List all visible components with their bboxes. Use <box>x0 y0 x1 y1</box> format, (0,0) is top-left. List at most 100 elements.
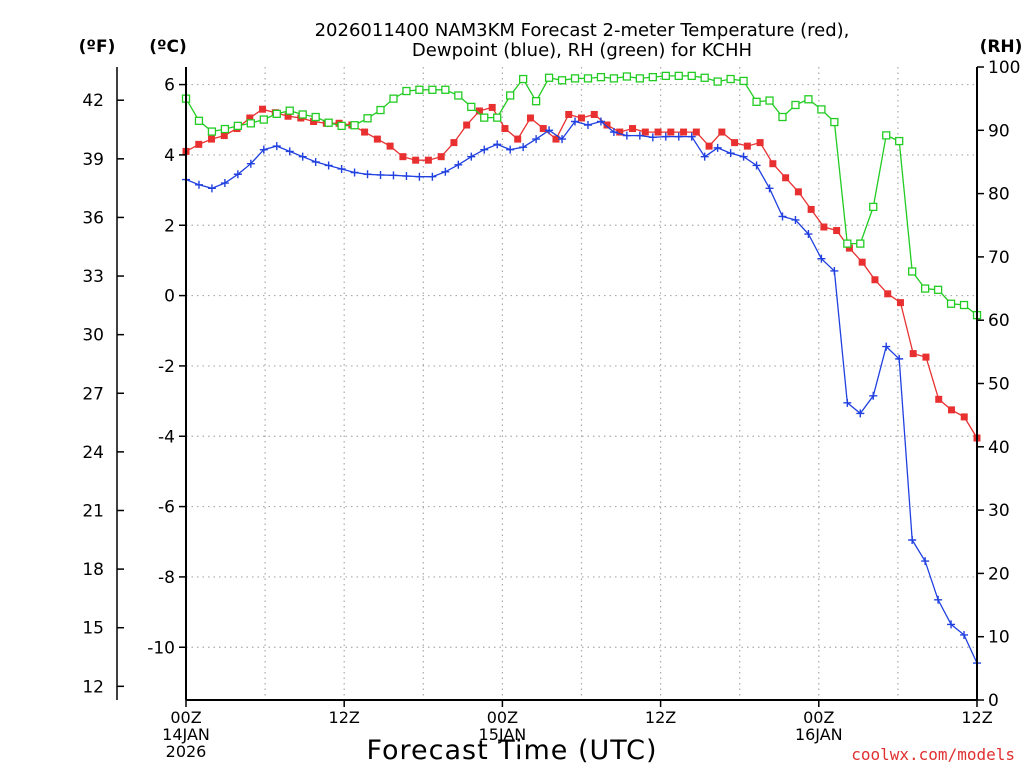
fahrenheit-tick-label: 12 <box>82 677 104 697</box>
celsius-tick-label: -8 <box>158 568 175 588</box>
dewpoint-point <box>233 170 242 179</box>
rh-point <box>700 73 709 82</box>
temperature-point <box>246 114 254 122</box>
dewpoint-point <box>713 143 722 152</box>
x-tick-date-label: 16JAN <box>795 725 843 744</box>
rh-point <box>661 71 670 81</box>
temperature-point <box>361 128 369 136</box>
rh-point <box>506 91 515 100</box>
fahrenheit-tick-label: 33 <box>82 267 104 287</box>
fahrenheit-tick-label: 30 <box>82 326 104 346</box>
temperature-point <box>629 125 637 133</box>
temperature-point <box>922 353 930 361</box>
temperature-point <box>565 110 573 118</box>
rh-point <box>518 74 528 84</box>
temperature-point <box>488 103 496 111</box>
x-tick-year-label: 2026 <box>166 742 207 761</box>
rh-point <box>674 71 683 81</box>
rh-point <box>946 299 956 308</box>
fahrenheit-tick-label: 18 <box>82 560 104 580</box>
rh-tick-label: 60 <box>988 311 1010 331</box>
rh-point <box>648 72 657 82</box>
rh-point <box>246 119 255 128</box>
rh-tick-label: 10 <box>988 628 1010 648</box>
celsius-tick-label: 4 <box>164 146 175 166</box>
dewpoint-point <box>700 152 709 161</box>
rh-point <box>441 85 450 94</box>
dewpoint-point <box>480 145 489 154</box>
fahrenheit-tick-label: 42 <box>82 91 104 111</box>
temperature-point <box>794 188 802 196</box>
celsius-tick-label: -6 <box>158 498 175 518</box>
axes: 42393633302724211815126420-2-4-6-8-10100… <box>82 58 1020 761</box>
rh-point <box>480 113 489 122</box>
rh-point <box>920 284 930 293</box>
rh-point <box>752 97 761 106</box>
temperature-point <box>412 156 420 164</box>
dewpoint-point <box>635 131 644 140</box>
temperature-point <box>514 135 522 143</box>
temperature-point <box>399 153 407 161</box>
dewpoint-point <box>882 342 891 351</box>
dewpoint-point <box>583 121 592 130</box>
dewpoint-point <box>791 215 800 224</box>
dewpoint-point <box>726 149 735 158</box>
x-tick-label: 12Z <box>329 708 360 727</box>
rh-point <box>557 76 567 85</box>
rh-point <box>765 96 774 105</box>
dewpoint-point <box>337 164 346 173</box>
temperature-point <box>858 258 866 266</box>
rh-point <box>454 91 463 100</box>
rh-point <box>622 72 632 81</box>
rh-tick-label: 50 <box>988 375 1010 395</box>
temperature-point <box>463 121 471 129</box>
celsius-tick-label: -10 <box>147 638 175 658</box>
dewpoint-point <box>609 128 618 137</box>
rh-point <box>272 109 281 118</box>
rh-tick-label: 70 <box>988 248 1010 268</box>
rh-point <box>687 71 696 81</box>
dewpoint-point <box>246 159 255 168</box>
rh-tick-label: 20 <box>988 564 1010 584</box>
dewpoint-point <box>895 354 904 363</box>
temperature-point <box>310 118 318 126</box>
gridlines <box>186 67 977 700</box>
dewpoint-point <box>558 135 567 144</box>
rh-point <box>428 85 437 94</box>
dewpoint-point <box>934 595 943 604</box>
x-tick-label: 00Z <box>170 708 201 727</box>
rh-point <box>596 72 606 82</box>
dewpoint-point <box>843 398 852 407</box>
rh-point <box>830 117 839 127</box>
rh-point <box>415 85 424 94</box>
dewpoint-point <box>519 143 528 152</box>
temperature-point <box>782 174 790 182</box>
x-tick-label: 00Z <box>803 708 834 727</box>
rh-point <box>467 102 476 112</box>
rh-tick-label: 100 <box>988 58 1020 78</box>
rh-point <box>739 76 748 86</box>
rh-point <box>285 106 294 115</box>
celsius-axis-header: (ºC) <box>149 37 187 57</box>
temperature-point <box>526 114 534 122</box>
rh-point <box>869 202 878 212</box>
rh-point <box>856 239 865 248</box>
dewpoint-point <box>804 230 813 239</box>
celsius-tick-label: 6 <box>164 76 175 96</box>
rh-axis-header: (RH) <box>980 37 1023 57</box>
temperature-point <box>552 135 560 143</box>
temperature-point <box>845 244 853 252</box>
dewpoint-point <box>441 167 450 176</box>
celsius-tick-label: -4 <box>158 427 175 447</box>
celsius-tick-label: -2 <box>158 357 175 377</box>
chart-title: 2026011400 NAM3KM Forecast 2-meter Tempe… <box>315 20 850 41</box>
rh-point <box>194 116 204 125</box>
temperature-point <box>539 125 547 133</box>
dewpoint-point <box>194 180 203 189</box>
temperature-point <box>743 142 751 150</box>
dewpoint-point <box>363 170 372 179</box>
dewpoint-point <box>571 117 580 126</box>
temperature-point <box>284 112 292 120</box>
temperature-point <box>935 395 943 403</box>
dewpoint-point <box>285 147 294 156</box>
